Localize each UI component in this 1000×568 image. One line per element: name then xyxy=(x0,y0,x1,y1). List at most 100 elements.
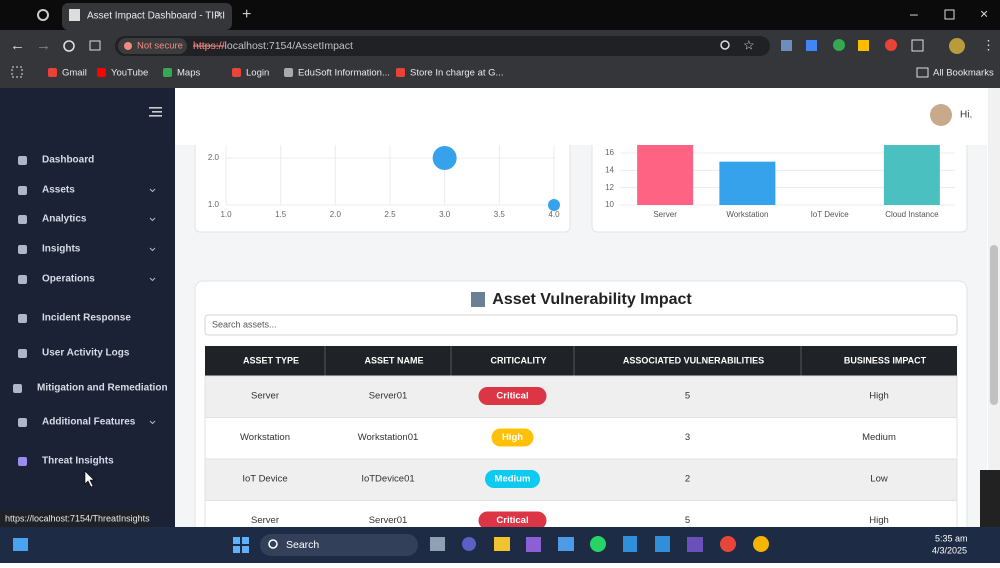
bookmark-icon xyxy=(163,68,172,77)
home[interactable] xyxy=(89,40,101,51)
zoom[interactable] xyxy=(720,40,730,50)
sidebar-item[interactable]: Mitigation and Remediation xyxy=(13,383,168,394)
ext[interactable] xyxy=(885,39,897,51)
sidebar-item[interactable]: Assets xyxy=(18,185,156,196)
app[interactable] xyxy=(720,536,736,552)
sidebar-icon xyxy=(18,457,27,466)
sidebar-item[interactable]: Insights xyxy=(18,244,156,255)
greeting[interactable]: Hi. xyxy=(960,110,972,121)
omnibox[interactable] xyxy=(115,36,770,56)
sidebar-icon xyxy=(18,275,27,284)
table-cell: Medium xyxy=(862,432,896,443)
profile[interactable] xyxy=(949,38,965,54)
app[interactable] xyxy=(655,536,670,552)
scroll-thumb[interactable] xyxy=(990,245,998,405)
sidebar-item[interactable]: Incident Response xyxy=(18,313,131,324)
app[interactable] xyxy=(558,537,574,551)
app[interactable] xyxy=(526,537,541,552)
x-tick-label: 2.0 xyxy=(330,210,342,219)
y-tick-label: 12 xyxy=(605,183,614,192)
tab-close[interactable]: × xyxy=(216,8,223,22)
y-tick-label: 1.0 xyxy=(208,200,220,209)
criticality-label: High xyxy=(502,432,523,443)
ext[interactable] xyxy=(806,40,817,51)
security-chip[interactable] xyxy=(118,38,187,54)
sidebar-icon xyxy=(18,156,27,165)
app[interactable] xyxy=(590,536,606,552)
reload[interactable] xyxy=(63,40,75,52)
ext[interactable] xyxy=(781,40,792,51)
bookmark-icon xyxy=(48,68,57,77)
table-cell: IoTDevice01 xyxy=(361,474,414,485)
menu[interactable]: ⋮ xyxy=(982,37,995,52)
sidebar-caret xyxy=(149,188,156,193)
security-label: Not secure xyxy=(137,41,183,52)
active-tab[interactable] xyxy=(62,3,232,30)
table-header xyxy=(205,346,957,376)
sidebar-icon xyxy=(18,314,27,323)
app[interactable] xyxy=(494,537,510,551)
avatar[interactable] xyxy=(930,104,952,126)
criticality-label: Medium xyxy=(495,474,531,485)
ext[interactable] xyxy=(858,40,869,51)
bookmark-icon xyxy=(232,68,241,77)
taskbar-search[interactable] xyxy=(260,534,418,556)
minimize[interactable]: – xyxy=(910,6,918,22)
y-tick-label: 10 xyxy=(605,200,614,209)
tab-search[interactable] xyxy=(37,9,49,21)
bookmark[interactable]: Gmail xyxy=(62,68,87,79)
sidebar-item[interactable]: Threat Insights xyxy=(18,456,114,467)
criticality-badge xyxy=(485,470,540,488)
bookmark[interactable]: Login xyxy=(246,68,269,79)
charts: 1.0 1.5 2.0 2.5 3.0 3.5 4.0 1.0 2.0 10 12 14 16 Serve… xyxy=(208,145,955,219)
criticality-label: Critical xyxy=(496,391,528,402)
search-input[interactable] xyxy=(204,314,958,336)
app[interactable] xyxy=(462,537,476,551)
app[interactable] xyxy=(430,537,445,551)
app[interactable] xyxy=(687,537,703,552)
back[interactable]: ← xyxy=(10,37,25,54)
sidebar-toggle[interactable] xyxy=(149,107,162,117)
app[interactable] xyxy=(753,536,769,552)
sidebar-label: Insights xyxy=(42,244,81,255)
criticality-badge xyxy=(478,387,547,405)
bookmark-icon xyxy=(284,68,293,77)
ext[interactable] xyxy=(833,39,845,51)
search-placeholder: Search assets... xyxy=(212,319,277,329)
sidebar-item[interactable]: User Activity Logs xyxy=(18,348,130,359)
clock-time: 5:35 am xyxy=(935,533,968,543)
bookmark[interactable]: Maps xyxy=(177,68,200,79)
sidebar-label: Operations xyxy=(42,274,95,285)
new-tab[interactable]: + xyxy=(242,6,251,23)
all-bookmarks[interactable]: All Bookmarks xyxy=(933,68,994,79)
sidebar-item[interactable]: Additional Features xyxy=(18,417,156,428)
sidebar-label: User Activity Logs xyxy=(42,348,130,359)
start[interactable] xyxy=(233,537,249,553)
close[interactable]: × xyxy=(980,6,988,22)
status-url: https://localhost:7154/ThreatInsights xyxy=(5,513,150,523)
column-header: ASSET TYPE xyxy=(243,355,299,365)
app[interactable] xyxy=(623,536,637,552)
tab-icon xyxy=(69,9,80,21)
criticality-badge xyxy=(478,511,547,527)
tab-title: Asset Impact Dashboard - TIP.I xyxy=(87,11,225,22)
bookmark[interactable]: Store In charge at G... xyxy=(410,68,503,79)
ext[interactable] xyxy=(911,39,924,52)
sidebar-item[interactable]: Dashboard xyxy=(18,155,94,166)
forward[interactable]: → xyxy=(36,37,51,54)
sidebar-label: Incident Response xyxy=(42,313,131,324)
sidebar-item[interactable]: Analytics xyxy=(18,214,156,225)
apps[interactable] xyxy=(11,66,23,78)
sidebar-item[interactable]: Operations xyxy=(18,274,156,285)
table-cell: 5 xyxy=(685,391,690,402)
column-header: CRITICALITY xyxy=(491,355,547,365)
table-cell: Server xyxy=(251,515,279,526)
sidebar-icon xyxy=(18,418,27,427)
x-tick-label: IoT Device xyxy=(811,210,850,219)
bookmark[interactable]: YouTube xyxy=(111,68,148,79)
bookmark[interactable]: EduSoft Information... xyxy=(298,68,390,79)
maximize[interactable] xyxy=(944,9,955,20)
table-title: Asset Vulnerability Impact xyxy=(492,291,692,308)
star[interactable]: ☆ xyxy=(743,37,755,52)
widgets[interactable] xyxy=(13,538,28,551)
